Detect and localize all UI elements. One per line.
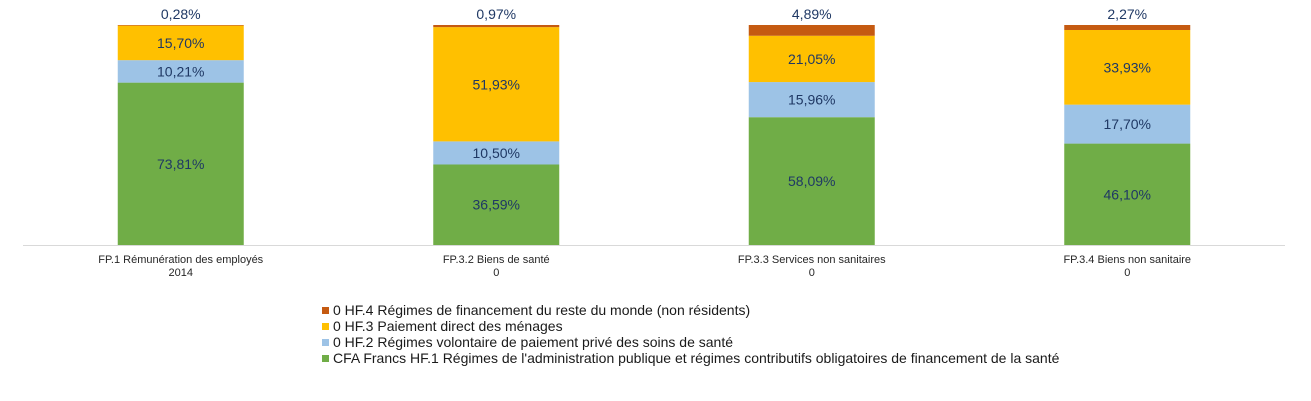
- chart-legend: 0 HF.4 Régimes de financement du reste d…: [322, 302, 1059, 366]
- data-label: 73,81%: [157, 156, 204, 172]
- data-label: 0,97%: [476, 6, 516, 22]
- x-tick-label: FP.1 Rémunération des employés: [98, 254, 263, 266]
- data-label: 2,27%: [1107, 6, 1147, 22]
- legend-swatch-hf4: [322, 306, 329, 314]
- legend-swatch-hf2: [322, 338, 329, 346]
- bar-segment: [117, 82, 244, 245]
- legend-label-hf1: CFA Francs HF.1 Régimes de l'administrat…: [333, 350, 1060, 366]
- bar-segment: [748, 25, 875, 36]
- x-tick-label: 2014: [169, 267, 193, 279]
- data-label: 4,89%: [792, 6, 832, 22]
- data-label: 58,09%: [788, 173, 835, 189]
- data-label: 15,70%: [157, 35, 204, 51]
- legend-swatch-hf3: [322, 322, 329, 330]
- bar-segment: [117, 60, 244, 83]
- x-tick-label: FP.3.4 Biens non sanitaire: [1063, 254, 1191, 266]
- stacked-bar-chart: 73,81% 10,21% 15,70% 0,28% FP.1 Rémunération…: [23, 6, 1285, 279]
- data-label: 36,59%: [473, 197, 520, 213]
- bar-segment: [433, 25, 560, 28]
- legend-item-hf2: 0 HF.2 Régimes volontaire de paiement pr…: [322, 334, 1059, 350]
- data-label: 10,50%: [473, 145, 520, 161]
- data-label: 10,21%: [157, 63, 204, 79]
- legend-item-hf3: 0 HF.3 Paiement direct des ménages: [322, 318, 1059, 334]
- bar-segment: [1064, 29, 1191, 105]
- bar-segment: [117, 25, 244, 26]
- legend-swatch-hf1: [322, 354, 329, 362]
- legend-item-hf4: 0 HF.4 Régimes de financement du reste d…: [322, 302, 1059, 318]
- x-tick-label: 0: [493, 267, 499, 279]
- bar-segment: [1064, 143, 1191, 245]
- data-label: 15,96%: [788, 92, 835, 108]
- x-tick-label: 0: [1124, 267, 1130, 279]
- bar-segment: [433, 27, 560, 142]
- bar-segment: [433, 164, 560, 245]
- bar-segment: [1064, 25, 1191, 30]
- legend-label-hf4: 0 HF.4 Régimes de financement du reste d…: [333, 302, 751, 318]
- bar-segment: [433, 141, 560, 165]
- data-label: 46,10%: [1104, 186, 1151, 202]
- x-tick-label: FP.3.3 Services non sanitaires: [738, 254, 886, 266]
- data-label: 17,70%: [1104, 116, 1151, 132]
- legend-item-hf1: CFA Francs HF.1 Régimes de l'administrat…: [322, 350, 1059, 366]
- bar-segment: [1064, 104, 1191, 144]
- bar-segment: [748, 82, 875, 118]
- legend-label-hf3: 0 HF.3 Paiement direct des ménages: [333, 318, 563, 334]
- bar-segment: [117, 25, 244, 61]
- data-label: 33,93%: [1104, 59, 1151, 75]
- data-label: 21,05%: [788, 51, 835, 67]
- x-tick-label: FP.3.2 Biens de santé: [443, 254, 550, 266]
- bar-segment: [748, 117, 875, 245]
- x-tick-label: 0: [809, 267, 815, 279]
- data-label: 51,93%: [473, 76, 520, 92]
- data-label: 0,28%: [161, 6, 201, 22]
- bar-segment: [748, 35, 875, 83]
- legend-label-hf2: 0 HF.2 Régimes volontaire de paiement pr…: [333, 334, 733, 350]
